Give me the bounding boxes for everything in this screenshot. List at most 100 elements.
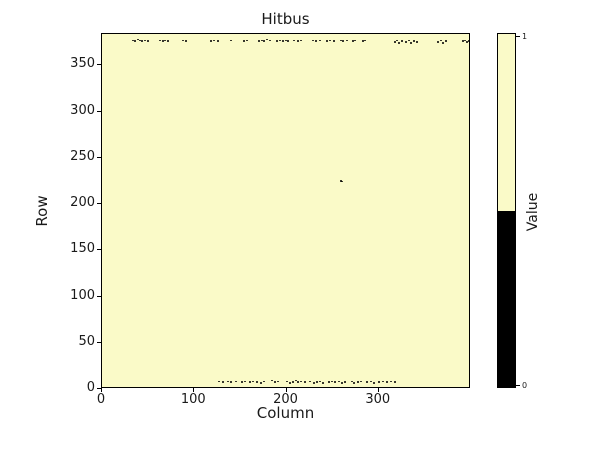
heatmap-zero-pixel (216, 40, 219, 42)
heatmap-zero-pixel (266, 38, 269, 40)
x-tick-mark (285, 388, 287, 392)
heatmap-zero-pixel (468, 40, 471, 42)
heatmap-zero-pixel (263, 40, 266, 42)
heatmap-zero-pixel (226, 380, 229, 382)
heatmap-zero-pixel (325, 40, 328, 42)
heatmap-zero-pixel (244, 380, 247, 382)
y-tick-mark (97, 295, 101, 297)
heatmap-zero-pixel (144, 39, 147, 41)
heatmap-zero-pixel (300, 39, 303, 41)
x-tick-label: 100 (180, 392, 206, 407)
heatmap-zero-pixel (353, 382, 356, 384)
y-tick-label: 200 (70, 195, 95, 211)
heatmap-zero-pixel (461, 40, 464, 42)
heatmap-zero-pixel (407, 39, 410, 41)
heatmap-zero-pixel (344, 381, 347, 383)
heatmap-zero-pixel (318, 380, 321, 382)
heatmap-zero-pixel (296, 40, 299, 42)
x-tick-label: 200 (273, 392, 298, 407)
heatmap-zero-pixel (361, 40, 364, 42)
heatmap-zero-pixel (273, 381, 276, 383)
heatmap-zero-pixel (346, 39, 349, 41)
heatmap-zero-pixel (136, 38, 139, 40)
y-tick-label: 0 (86, 380, 95, 395)
heatmap-zero-pixel (464, 39, 467, 41)
heatmap-zero-pixel (386, 381, 389, 383)
heatmap-zero-pixel (263, 380, 266, 382)
x-tick-label: 300 (365, 392, 391, 407)
heatmap-zero-pixel (146, 40, 149, 42)
heatmap-zero-pixel (413, 40, 416, 42)
heatmap-zero-pixel (436, 41, 439, 43)
colorbar-tick-mark-0 (516, 385, 520, 386)
heatmap-zero-pixel (287, 40, 290, 42)
heatmap-zero-pixel (354, 39, 357, 41)
heatmap-zero-pixel (410, 42, 413, 44)
heatmap-zero-pixel (466, 41, 469, 43)
heatmap-zero-pixel (309, 380, 312, 382)
heatmap-zero-pixel (322, 382, 325, 384)
heatmap-zero-pixel (312, 39, 315, 41)
heatmap-zero-pixel (289, 382, 292, 384)
x-axis-label: Column (256, 404, 315, 422)
heatmap-zero-pixel (210, 40, 213, 42)
heatmap-zero-pixel (294, 379, 297, 382)
heatmap-zero-pixel (213, 39, 216, 41)
heatmap-zero-pixel (181, 39, 184, 41)
heatmap-zero-pixel (366, 381, 369, 383)
heatmap-zero-pixel (393, 381, 396, 383)
heatmap-zero-pixel (314, 40, 317, 42)
heatmap-zero-pixel (395, 39, 398, 41)
heatmap-zero-pixel (328, 39, 331, 41)
heatmap-zero-pixel (300, 380, 303, 382)
colorbar-tick-label-0: 0 (522, 381, 528, 390)
heatmap-zero-pixel (415, 41, 418, 43)
heatmap-zero-pixel (276, 40, 279, 42)
heatmap-zero-pixel (333, 40, 336, 42)
heatmap-zero-pixel (297, 381, 300, 383)
heatmap-zero-pixel (398, 42, 401, 44)
heatmap-zero-pixel (184, 40, 187, 42)
heatmap-zero-pixel (390, 380, 393, 382)
heatmap-zero-pixel (134, 40, 137, 42)
heatmap-zero-pixel (164, 39, 167, 41)
y-tick-label: 350 (70, 56, 95, 72)
heatmap-zero-pixel (260, 39, 263, 41)
heatmap-zero-pixel (217, 380, 220, 382)
y-tick-mark (97, 64, 101, 66)
heatmap-zero-pixel (331, 380, 334, 382)
heatmap-zero-pixel (279, 39, 282, 41)
heatmap-zero-pixel (257, 40, 260, 42)
heatmap-zero-pixel (339, 39, 342, 41)
y-tick-mark (97, 203, 101, 205)
heatmap-zero-pixel (167, 40, 170, 42)
heatmap-zero-pixel (393, 41, 396, 43)
plot-area (101, 33, 471, 388)
heatmap-zero-pixel (369, 380, 372, 382)
colorbar-axis-label: Value (525, 192, 541, 232)
heatmap-zero-pixel (230, 39, 233, 41)
heatmap-zero-pixel (364, 39, 367, 41)
y-tick-label: 250 (70, 148, 95, 164)
heatmap-zero-pixel (291, 381, 294, 383)
y-tick-label: 300 (70, 102, 95, 118)
y-tick-label: 100 (70, 287, 95, 303)
heatmap-zero-pixel (318, 39, 321, 41)
heatmap-zero-pixel (351, 40, 354, 42)
heatmap-zero-pixel (372, 382, 375, 384)
y-tick-label: 150 (70, 241, 95, 257)
heatmap-zero-pixel (404, 41, 407, 43)
y-tick-label: 50 (78, 333, 95, 349)
heatmap-zero-pixel (327, 381, 330, 383)
heatmap-zero-pixel (248, 381, 251, 383)
heatmap-zero-pixel (401, 40, 404, 42)
colorbar (497, 33, 516, 388)
heatmap-zero-pixel (341, 181, 344, 183)
heatmap-zero-pixel (292, 39, 295, 41)
heatmap-zero-pixel (252, 380, 255, 382)
heatmap-zero-pixel (313, 382, 316, 384)
heatmap-zero-pixel (141, 40, 144, 42)
heatmap-zero-pixel (268, 39, 271, 41)
y-tick-mark (97, 156, 101, 158)
